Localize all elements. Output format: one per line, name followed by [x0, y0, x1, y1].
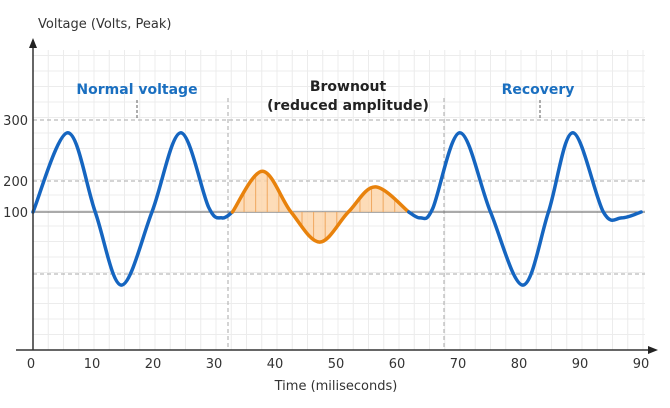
grid — [32, 50, 645, 351]
y-axis-label: Voltage (Volts, Peak) — [38, 17, 172, 32]
x-tick-label: 60 — [389, 357, 406, 372]
x-tick-label: 0 — [27, 357, 35, 372]
x-tick-label: 70 — [450, 357, 467, 372]
x-tick-label: 40 — [267, 357, 284, 372]
brownout-fill — [232, 171, 409, 243]
recovery-label: Recovery — [502, 82, 575, 98]
x-tick-label: 50 — [328, 357, 345, 372]
x-tick-labels: 0 10 20 30 40 50 60 70 80 90 90 — [27, 357, 649, 372]
brownout-waveform — [230, 169, 411, 244]
axes — [16, 38, 658, 354]
x-axis-label: Time (miliseconds) — [274, 379, 398, 394]
x-tick-label: 90 — [633, 357, 650, 372]
x-tick-label: 90 — [572, 357, 589, 372]
y-tick-200: 200 — [3, 175, 28, 190]
y-tick-100: 100 — [3, 206, 28, 221]
x-tick-label: 20 — [145, 357, 162, 372]
normal-voltage-label: Normal voltage — [76, 82, 197, 98]
brownout-sublabel: (reduced amplitude) — [267, 98, 429, 114]
y-axis-arrow — [29, 38, 37, 48]
x-axis-arrow — [648, 346, 658, 354]
x-tick-label: 10 — [84, 357, 101, 372]
x-tick-label: 30 — [206, 357, 223, 372]
normal-waveform — [407, 131, 643, 287]
normal-waveform — [31, 131, 235, 287]
brownout-label: Brownout — [310, 79, 387, 95]
y-tick-300: 300 — [3, 114, 28, 129]
x-tick-label: 80 — [511, 357, 528, 372]
